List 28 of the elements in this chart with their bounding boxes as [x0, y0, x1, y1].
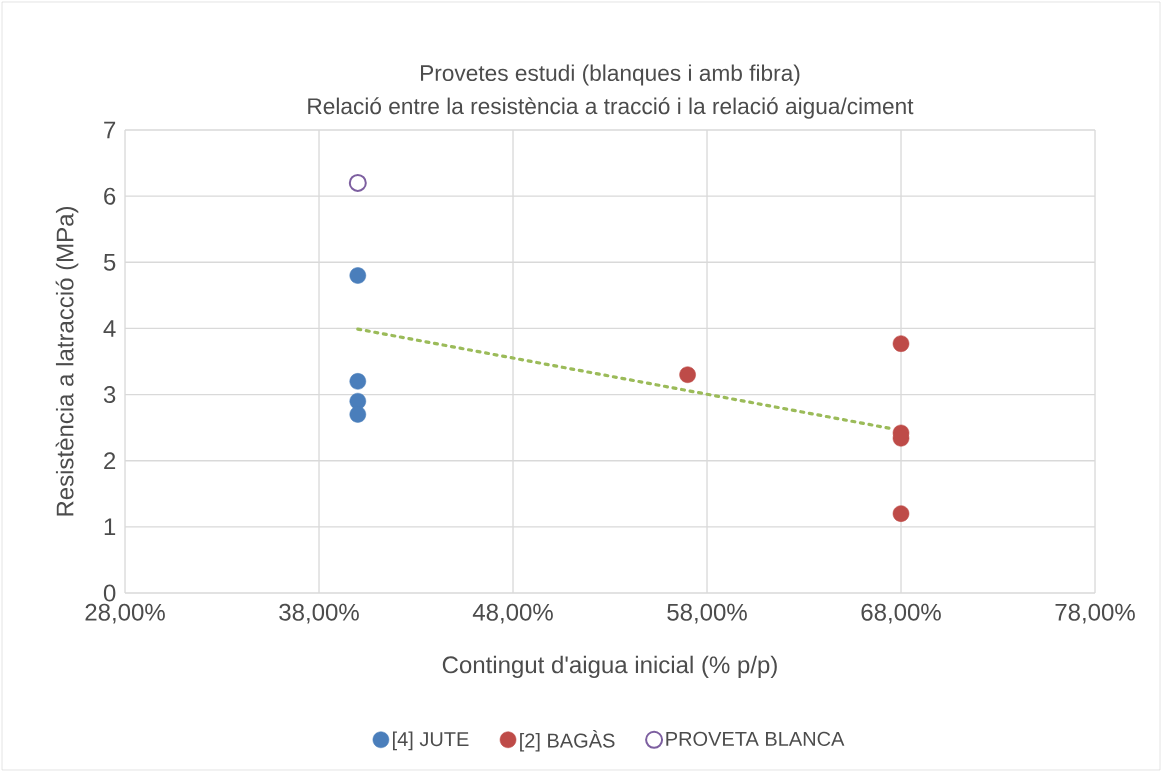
x-tick-label: 28,00% [85, 603, 165, 624]
chart-subtitle: Relació entre la resistència a tracció i la relació aigua/ciment [308, 97, 914, 119]
legend-label: [4] JUTE [393, 731, 469, 751]
chart-title: Provetes estudi (blanques i amb fibra) [421, 64, 800, 86]
legend-label: PROVETA BLANCA [666, 731, 845, 746]
x-tick-label: 78,00% [1055, 603, 1135, 624]
x-tick-label: 68,00% [861, 603, 941, 624]
point [892, 505, 910, 522]
point [679, 366, 696, 383]
y-tick-label: 1 [104, 518, 116, 536]
y-tick-label: 3 [103, 386, 116, 404]
y-tick-label: 4 [103, 320, 116, 337]
point [349, 406, 367, 423]
point [349, 373, 367, 390]
legend-label: [2] BAGÀS [520, 730, 615, 752]
x-tick-label: 38,00% [279, 603, 359, 624]
y-axis-title: Resistència a latracció (MPa) [55, 207, 79, 516]
x-tick-label: 48,00% [472, 603, 553, 624]
x-tick-label: 58,00% [667, 603, 747, 624]
y-tick-label: 2 [104, 452, 116, 470]
y-tick-label: 7 [104, 121, 116, 139]
y-tick-label: 5 [103, 253, 116, 271]
point [349, 267, 367, 284]
point [348, 173, 367, 192]
x-axis-title: Contingut d'aigua inicial (% p/p) [442, 655, 777, 679]
y-tick-label: 6 [104, 187, 116, 205]
y-tick-label: 0 [103, 584, 116, 602]
point [892, 335, 910, 352]
